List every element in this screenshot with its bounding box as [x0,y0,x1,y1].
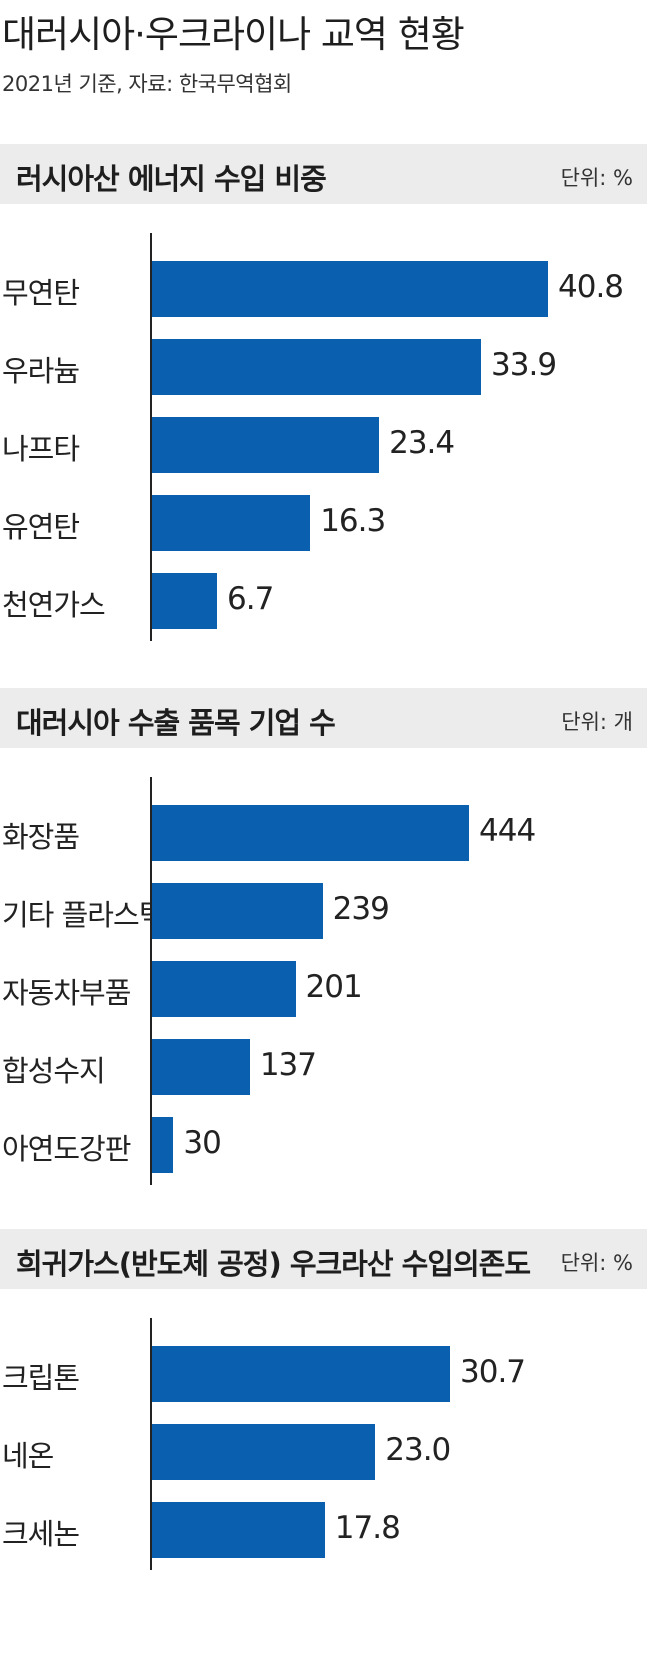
category-label: 자동차부품 [2,976,131,1010]
value-label: 16.3 [320,503,386,539]
value-label: 30 [183,1125,221,1161]
value-label: 137 [259,1047,317,1083]
chart-axis-line [150,1318,152,1570]
page-subtitle: 2021년 기준, 자료: 한국무역협회 [2,72,292,96]
bar [152,417,380,473]
bar [152,261,548,317]
value-label: 23.0 [385,1432,451,1468]
category-label: 기타 플라스틱 [2,898,165,932]
chart-unit-label: 단위: % [560,1251,633,1275]
category-label: 크세논 [2,1517,80,1551]
value-label: 23.4 [389,425,455,461]
page-title: 대러시아·우크라이나 교역 현황 [2,13,465,56]
chart-unit-label: 단위: 개 [561,710,633,734]
bar [152,1117,174,1173]
category-label: 네온 [2,1439,54,1473]
value-label: 444 [479,813,536,849]
chart-title: 러시아산 에너지 수입 비중 [16,162,327,196]
bar [152,961,296,1017]
bar [152,1039,250,1095]
chart-axis-line [150,233,152,641]
chart-title: 대러시아 수출 품목 기업 수 [16,706,336,740]
category-label: 화장품 [2,820,80,854]
value-label: 33.9 [491,347,557,383]
value-label: 201 [305,969,363,1005]
value-label: 17.8 [334,1510,401,1546]
bar [152,805,469,861]
category-label: 합성수지 [2,1054,106,1088]
category-label: 나프타 [2,432,80,466]
chart-header: 희귀가스(반도체 공정) 우크라산 수입의존도 단위: % [0,1229,647,1289]
chart-header: 러시아산 에너지 수입 비중 단위: % [0,144,647,204]
category-label: 아연도강판 [2,1132,131,1166]
bar [152,1346,450,1402]
category-label: 우라늄 [2,354,80,388]
bar [152,339,482,395]
bar [152,1424,376,1480]
value-label: 6.7 [227,581,274,617]
category-label: 천연가스 [2,588,106,622]
category-label: 무연탄 [2,276,80,310]
value-label: 40.8 [558,269,624,305]
chart-unit-label: 단위: % [560,166,633,190]
bar [152,1502,325,1558]
chart-header: 대러시아 수출 품목 기업 수 단위: 개 [0,688,647,748]
value-label: 239 [332,891,390,927]
chart-title: 희귀가스(반도체 공정) 우크라산 수입의존도 [16,1247,531,1281]
category-label: 유연탄 [2,510,80,544]
bar [152,573,218,629]
value-label: 30.7 [460,1354,526,1390]
category-label: 크립톤 [2,1361,80,1395]
bar [152,883,323,939]
chart-axis-line [150,777,152,1185]
bar [152,495,311,551]
